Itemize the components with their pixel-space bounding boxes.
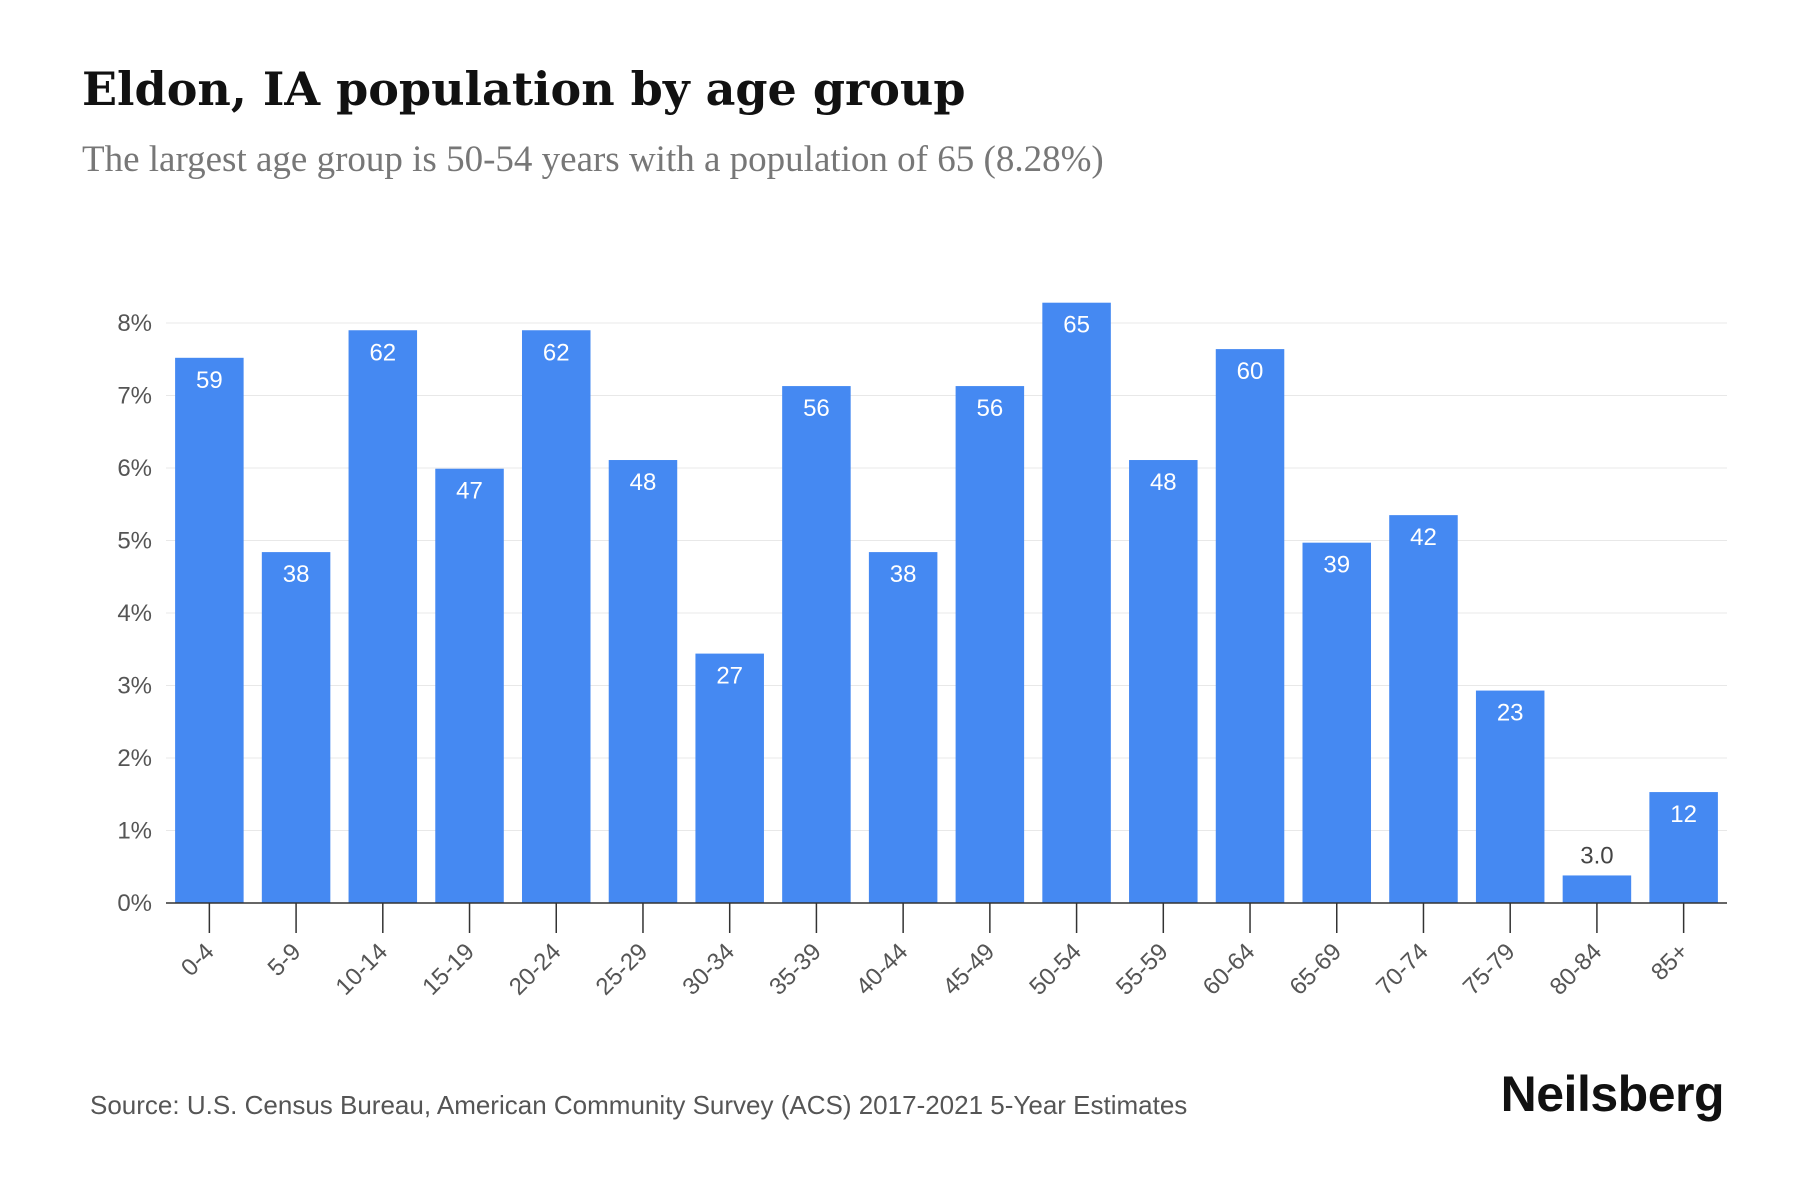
bar-value-label: 56 [803, 395, 830, 422]
x-tick-label: 15-19 [417, 938, 480, 1001]
brand-logo: Neilsberg [1500, 1066, 1725, 1122]
bar [175, 357, 244, 903]
bar [261, 552, 331, 903]
x-tick-label: 30-34 [677, 938, 740, 1001]
y-tick-label: 2% [117, 745, 152, 772]
bar-chart: 0% 1% 2% 3% 4% 5% 6% 7% 8% 59 0-4 38 5-9 62 10-14 47 15-… [117, 302, 1727, 1001]
x-tick-label: 35-39 [764, 938, 827, 1001]
x-tick-label: 70-74 [1371, 938, 1434, 1001]
bar [868, 552, 938, 903]
x-tick-label: 65-69 [1284, 938, 1347, 1001]
x-tick-label: 75-79 [1458, 938, 1521, 1001]
bar-value-label: 48 [630, 469, 657, 496]
bar-value-label: 62 [543, 339, 570, 366]
x-tick-label: 55-59 [1111, 938, 1174, 1001]
bar [955, 386, 1025, 903]
bar [1302, 542, 1372, 903]
x-tick-label: 20-24 [504, 938, 567, 1001]
y-tick-label: 5% [117, 528, 152, 555]
x-tick-label: 50-54 [1024, 938, 1087, 1001]
x-tick-label: 85+ [1646, 938, 1694, 986]
y-tick-label: 6% [117, 455, 152, 482]
bar-value-label: 3.0 [1580, 842, 1613, 869]
x-tick-label: 0-4 [176, 938, 220, 982]
bar [435, 468, 504, 903]
bar [608, 460, 678, 903]
bar [1649, 792, 1718, 903]
y-tick-label: 7% [117, 383, 152, 410]
bar [1129, 460, 1198, 903]
bar [1475, 690, 1545, 903]
y-tick-label: 4% [117, 600, 152, 627]
bar-value-label: 47 [456, 478, 483, 505]
chart-title: Eldon, IA population by age group [82, 62, 966, 116]
bar [348, 330, 418, 903]
x-tick-label: 25-29 [591, 938, 654, 1001]
bar-value-label: 38 [890, 561, 917, 588]
bar-value-label: 38 [283, 561, 310, 588]
bar-value-label: 42 [1410, 524, 1437, 551]
source-note: Source: U.S. Census Bureau, American Com… [90, 1090, 1188, 1120]
bar-value-label: 27 [716, 663, 743, 690]
bar-value-label: 56 [977, 395, 1004, 422]
y-tick-label: 8% [117, 310, 152, 337]
y-tick-label: 3% [117, 673, 152, 700]
x-tick-label: 40-44 [851, 938, 914, 1001]
x-tick-label: 45-49 [938, 938, 1001, 1001]
bar [1389, 515, 1458, 903]
bar [695, 653, 764, 903]
bar-value-label: 65 [1063, 312, 1090, 339]
chart-subtitle: The largest age group is 50-54 years wit… [82, 139, 1104, 180]
bar [1215, 349, 1285, 904]
bar-value-label: 48 [1150, 469, 1177, 496]
bar-value-label: 59 [196, 367, 223, 394]
bar [1562, 875, 1632, 903]
bar [782, 386, 851, 903]
bar-value-label: 23 [1497, 700, 1524, 727]
x-tick-label: 60-64 [1198, 938, 1261, 1001]
y-tick-label: 1% [117, 818, 152, 845]
y-tick-label: 0% [117, 890, 152, 917]
bar [521, 330, 591, 903]
x-tick-label: 80-84 [1545, 938, 1608, 1001]
x-tick-label: 10-14 [331, 938, 394, 1001]
x-tick-label: 5-9 [263, 938, 307, 982]
bar [1042, 302, 1111, 903]
bar-value-label: 39 [1323, 552, 1350, 579]
bar-value-label: 12 [1670, 801, 1697, 828]
bar-value-label: 60 [1237, 358, 1264, 385]
bar-value-label: 62 [369, 339, 396, 366]
